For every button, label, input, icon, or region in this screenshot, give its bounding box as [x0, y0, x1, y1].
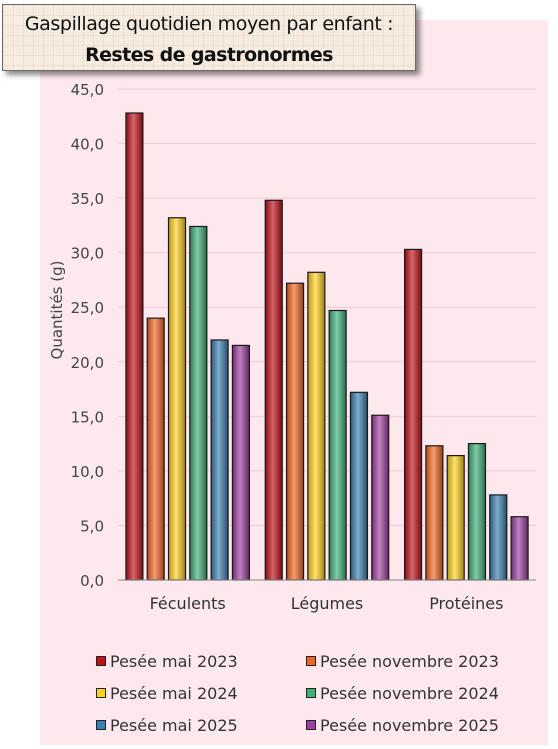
legend-swatch [96, 720, 106, 730]
bar [231, 344, 251, 581]
bar [210, 339, 229, 581]
chart-title: Gaspillage quotidien moyen par enfant : [24, 13, 394, 35]
bar [189, 225, 208, 581]
y-tick-label: 30,0 [71, 245, 104, 263]
legend-label: Pesée mai 2024 [110, 683, 238, 703]
legend-item: Pesée mai 2024 [96, 682, 238, 704]
bar [307, 271, 326, 581]
legend-label: Pesée mai 2023 [110, 651, 238, 671]
legend-label: Pesée novembre 2025 [320, 715, 499, 735]
bar [349, 391, 369, 581]
bar [125, 112, 144, 581]
legend-item: Pesée novembre 2024 [306, 682, 499, 704]
bar [146, 317, 165, 581]
y-tick-label: 35,0 [71, 190, 104, 208]
legend-swatch [96, 688, 106, 698]
y-tick-label: 0,0 [80, 572, 104, 590]
legend-item: Pesée novembre 2023 [306, 650, 499, 672]
bar [403, 248, 423, 581]
legend-swatch [306, 688, 316, 698]
legend-label: Pesée novembre 2024 [320, 683, 499, 703]
bar [467, 443, 487, 581]
legend: Pesée mai 2023 Pesée novembre 2023 Pesée m… [0, 648, 558, 748]
x-tick-label: Légumes [291, 594, 364, 613]
y-tick-label: 25,0 [71, 299, 104, 317]
chart-subtitle: Restes de gastronormes [85, 44, 333, 66]
legend-item: Pesée mai 2023 [96, 650, 238, 672]
legend-swatch [306, 656, 316, 666]
bar [446, 455, 465, 581]
y-tick-label: 10,0 [71, 463, 104, 481]
x-tick-label: Protéines [429, 594, 503, 613]
y-tick-label: 20,0 [71, 354, 104, 372]
bar [489, 494, 508, 581]
y-tick-label: 5,0 [80, 517, 104, 535]
bar [510, 516, 529, 581]
x-axis-ticks: Féculents Légumes Protéines [150, 594, 504, 613]
y-axis-ticks: 0,0 5,0 10,0 15,0 20,0 25,0 30,0 35,0 40,0 45,0 [71, 81, 104, 590]
legend-item: Pesée mai 2025 [96, 714, 238, 736]
chart-title-box: Gaspillage quotidien moyen par enfant : … [2, 4, 416, 71]
bar [371, 414, 390, 581]
legend-item: Pesée novembre 2025 [306, 714, 499, 736]
bar [328, 309, 347, 581]
y-tick-label: 15,0 [71, 408, 104, 426]
bar [285, 282, 305, 581]
bar [425, 445, 444, 581]
y-tick-label: 40,0 [71, 136, 104, 154]
bar [264, 199, 283, 581]
y-axis-label: Quantités (g) [48, 261, 66, 360]
legend-label: Pesée novembre 2023 [320, 651, 499, 671]
legend-label: Pesée mai 2025 [110, 715, 238, 735]
legend-swatch [96, 656, 106, 666]
gridlines [118, 88, 536, 581]
legend-swatch [306, 720, 316, 730]
x-tick-label: Féculents [150, 594, 226, 613]
y-tick-label: 45,0 [71, 81, 104, 99]
bar [167, 217, 187, 581]
